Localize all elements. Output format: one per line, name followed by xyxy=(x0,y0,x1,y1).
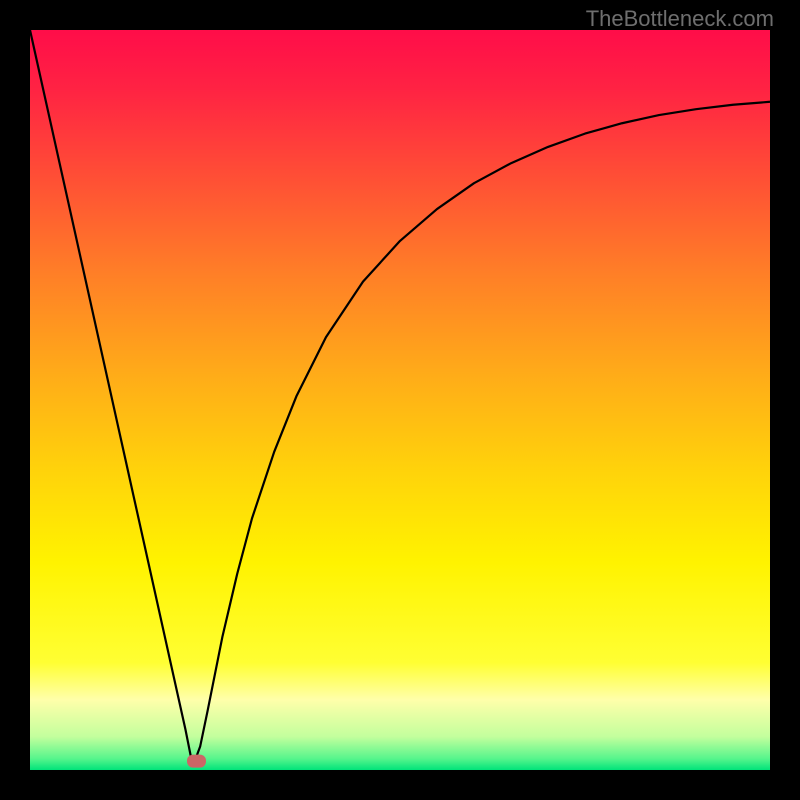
optimal-marker xyxy=(187,755,206,768)
chart-background xyxy=(30,30,770,770)
watermark-text: TheBottleneck.com xyxy=(586,6,774,32)
chart-svg xyxy=(0,0,800,800)
chart-stage: TheBottleneck.com xyxy=(0,0,800,800)
